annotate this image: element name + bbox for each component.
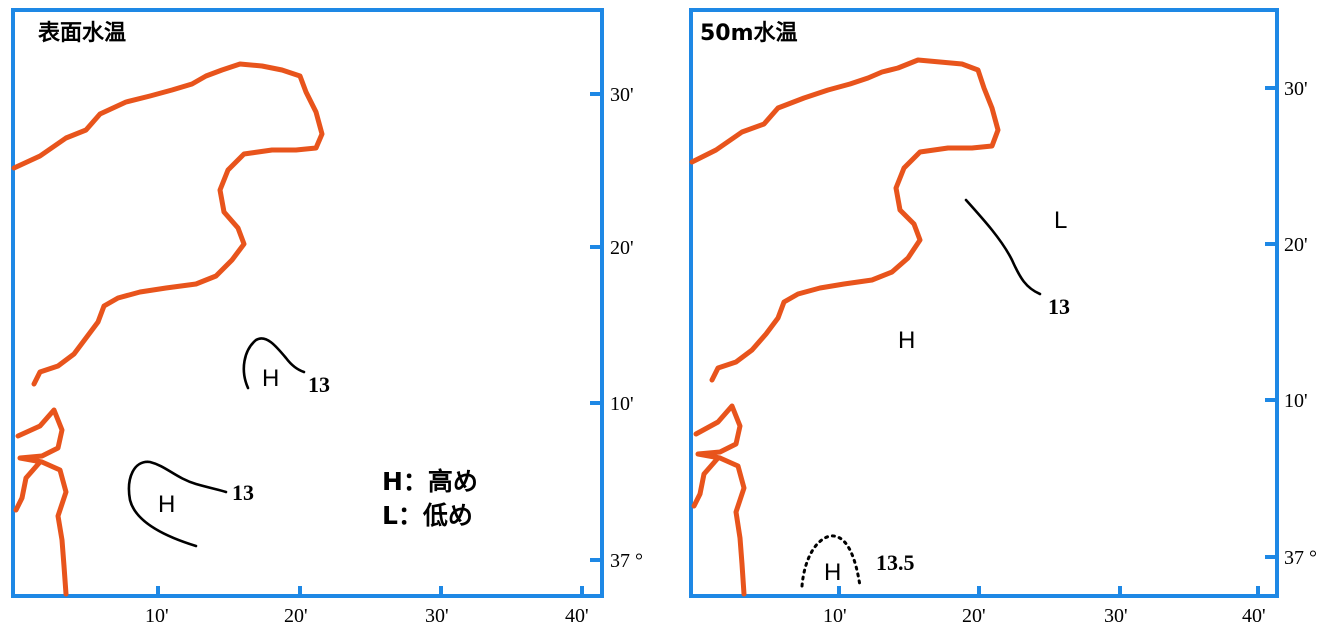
marker-high: H: [824, 559, 841, 586]
marker-high: H: [262, 365, 279, 392]
coastline-spur: [13, 459, 43, 513]
panel-title: 表面水温: [38, 21, 126, 46]
contour-13-south: [127, 460, 228, 548]
coastline-main: [11, 61, 325, 387]
lon-label: 30': [425, 605, 449, 627]
contour-13-5: [800, 534, 862, 588]
marker-high: H: [898, 327, 915, 354]
panel-50m: L H H 13 13.5 50m水温 30' 20' 10' 37 ° 10'…: [689, 8, 1317, 627]
panel-surface: H H 13 13 H：高め L：低め 表面水温 30' 20' 10' 37 …: [11, 8, 643, 627]
coastline-main: [689, 57, 1001, 383]
contour-label: 13: [1048, 294, 1070, 319]
lon-label: 20': [284, 605, 308, 627]
lon-label: 10': [145, 605, 169, 627]
lon-label: 40': [1242, 605, 1266, 627]
lat-label: 37 °: [1284, 547, 1317, 569]
contour-label: 13.5: [876, 550, 915, 575]
lon-label: 10': [823, 605, 847, 627]
lat-label: 30': [1284, 78, 1308, 100]
lon-label: 30': [1104, 605, 1128, 627]
lat-label: 20': [610, 237, 634, 259]
lon-label: 40': [565, 605, 589, 627]
coastline-south: [693, 403, 747, 597]
legend-high: H：高め: [382, 467, 478, 496]
lat-label: 20': [1284, 234, 1308, 256]
marker-high: H: [158, 491, 175, 518]
panel-title: 50m水温: [700, 21, 798, 46]
marker-low: L: [1054, 207, 1067, 234]
lon-label: 20': [962, 605, 986, 627]
coastline-south: [15, 407, 69, 597]
lat-label: 37 °: [610, 550, 643, 572]
contour-13-north: [242, 337, 306, 390]
lat-label: 10': [610, 393, 634, 415]
lat-label: 30': [610, 84, 634, 106]
contour-13: [964, 198, 1042, 296]
legend-low: L：低め: [382, 501, 473, 530]
lat-label: 10': [1284, 390, 1308, 412]
coastline-spur: [691, 455, 721, 509]
contour-label: 13: [308, 372, 330, 397]
contour-label: 13: [232, 480, 254, 505]
map-frame: [11, 8, 604, 598]
map-frame: [689, 8, 1279, 598]
